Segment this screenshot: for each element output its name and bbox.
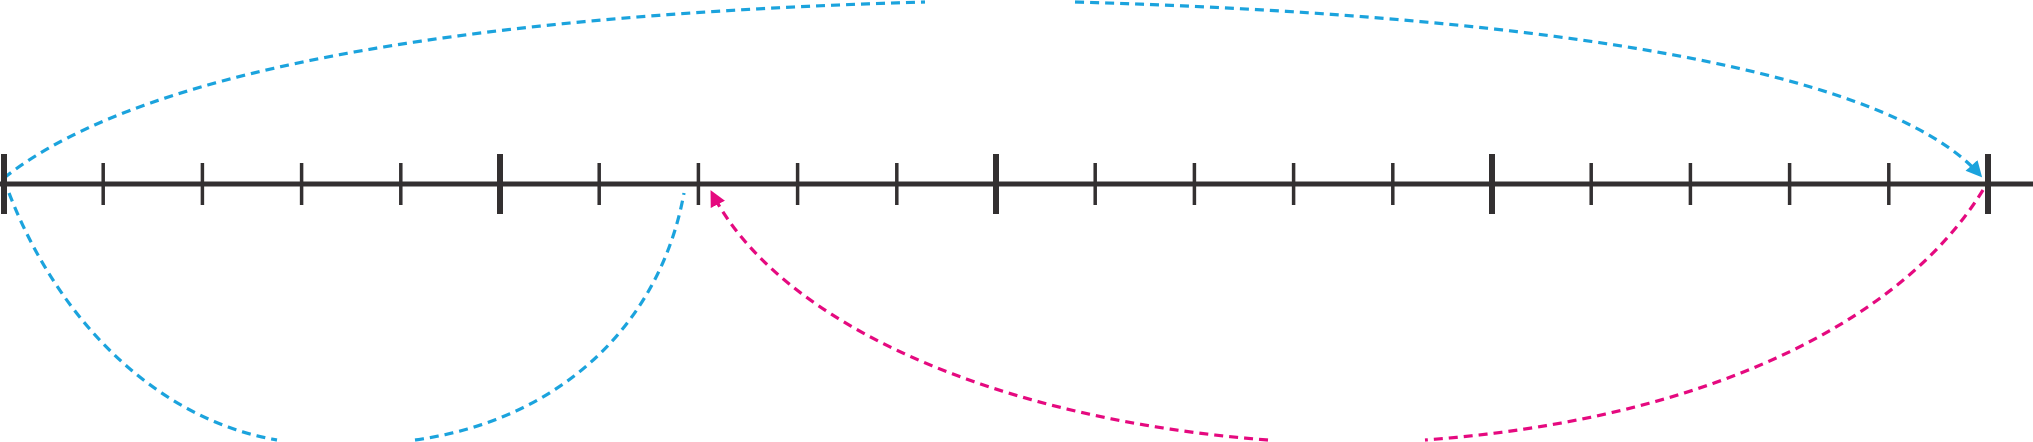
lower-right-jump-arc-left xyxy=(710,190,1269,442)
lower-left-jump-arc xyxy=(7,192,278,442)
number-line xyxy=(0,154,2033,214)
top-jump-arc xyxy=(3,0,926,180)
lower-left-jump-arc-right xyxy=(414,192,686,442)
number-line-ticks xyxy=(1,154,1991,214)
jumps-layer xyxy=(3,0,1985,442)
top-jump-arc-right xyxy=(1074,0,1983,178)
lower-right-jump-arc xyxy=(1424,189,1985,442)
